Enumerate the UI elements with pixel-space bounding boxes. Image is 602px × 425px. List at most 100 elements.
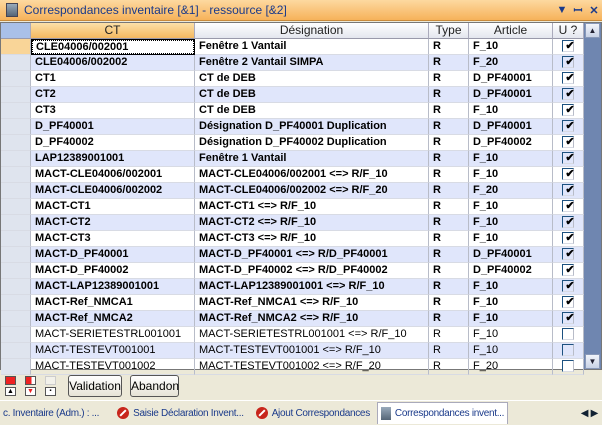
u-checkbox[interactable]: ✔ — [562, 120, 575, 132]
vertical-scrollbar[interactable]: ▲ ▼ — [584, 23, 601, 369]
cell-type[interactable]: R — [429, 231, 469, 247]
row-header[interactable] — [1, 151, 31, 167]
move-up-icon[interactable]: ▲ — [5, 387, 16, 396]
cell-designation[interactable]: Désignation D_PF40002 Duplication — [195, 135, 429, 151]
table-row[interactable]: CT3 CT de DEB R F_10 ✔ — [1, 103, 584, 119]
cell-designation[interactable]: CT de DEB — [195, 87, 429, 103]
cell-designation[interactable]: MACT-SERIETESTRL001001 <=> R/F_10 — [195, 327, 429, 343]
abandon-button[interactable]: Abandon — [130, 375, 179, 397]
table-row[interactable]: MACT-Ref_NMCA2 MACT-Ref_NMCA2 <=> R/F_10 R… — [1, 311, 584, 327]
table-row[interactable]: CLE04006/002002 Fenêtre 2 Vantail SIMPA R F… — [1, 55, 584, 71]
table-row[interactable]: D_PF40002 Désignation D_PF40002 Duplicati… — [1, 135, 584, 151]
cell-u[interactable]: ✔ — [553, 151, 584, 167]
row-header[interactable] — [1, 103, 31, 119]
u-checkbox[interactable]: ✔ — [562, 104, 575, 116]
cell-designation[interactable]: MACT-Ref_NMCA1 <=> R/F_10 — [195, 295, 429, 311]
column-header-article[interactable]: Article — [469, 23, 553, 39]
cell-designation[interactable]: Fenêtre 2 Vantail SIMPA — [195, 55, 429, 71]
cell-article[interactable]: D_PF40002 — [469, 263, 553, 279]
cell-u[interactable]: ✔ — [553, 71, 584, 87]
u-checkbox[interactable] — [562, 328, 574, 340]
cell-type[interactable]: R — [429, 39, 469, 55]
cell-designation[interactable]: MACT-LAP12389001001 <=> R/F_10 — [195, 279, 429, 295]
cell-u[interactable] — [553, 359, 584, 375]
cell-u[interactable]: ✔ — [553, 247, 584, 263]
u-checkbox[interactable]: ✔ — [562, 72, 575, 84]
u-checkbox[interactable]: ✔ — [562, 152, 575, 164]
cell-type[interactable]: R — [429, 183, 469, 199]
move-down-icon[interactable]: ▼ — [25, 387, 36, 396]
cell-article[interactable]: F_20 — [469, 55, 553, 71]
cell-type[interactable]: R — [429, 311, 469, 327]
cell-u[interactable]: ✔ — [553, 199, 584, 215]
cell-ct[interactable]: MACT-Ref_NMCA2 — [31, 311, 195, 327]
cell-ct[interactable]: MACT-D_PF40002 — [31, 263, 195, 279]
cell-type[interactable]: R — [429, 359, 469, 375]
scroll-down-icon[interactable]: ▼ — [585, 354, 600, 369]
u-checkbox[interactable] — [562, 344, 574, 356]
cell-type[interactable]: R — [429, 119, 469, 135]
cell-u[interactable]: ✔ — [553, 55, 584, 71]
cell-designation[interactable]: MACT-CT3 <=> R/F_10 — [195, 231, 429, 247]
u-checkbox[interactable]: ✔ — [562, 216, 575, 228]
cell-type[interactable]: R — [429, 279, 469, 295]
cell-article[interactable]: F_10 — [469, 327, 553, 343]
table-row[interactable]: MACT-CT1 MACT-CT1 <=> R/F_10 R F_10 ✔ — [1, 199, 584, 215]
cell-ct[interactable]: MACT-Ref_NMCA1 — [31, 295, 195, 311]
cell-article[interactable]: D_PF40001 — [469, 247, 553, 263]
cell-type[interactable]: R — [429, 151, 469, 167]
cell-article[interactable]: F_10 — [469, 151, 553, 167]
cell-designation[interactable]: MACT-CT1 <=> R/F_10 — [195, 199, 429, 215]
u-checkbox[interactable]: ✔ — [562, 56, 575, 68]
table-row[interactable]: CT2 CT de DEB R D_PF40001 ✔ — [1, 87, 584, 103]
cell-designation[interactable]: MACT-D_PF40001 <=> R/D_PF40001 — [195, 247, 429, 263]
cell-designation[interactable]: Fenêtre 1 Vantail — [195, 151, 429, 167]
cell-type[interactable]: R — [429, 295, 469, 311]
cell-u[interactable]: ✔ — [553, 167, 584, 183]
u-checkbox[interactable]: ✔ — [562, 312, 575, 324]
column-header-u[interactable]: U ? — [553, 23, 584, 39]
cell-u[interactable]: ✔ — [553, 39, 584, 55]
scroll-up-icon[interactable]: ▲ — [585, 23, 600, 38]
cell-designation[interactable]: Fenêtre 1 Vantail — [195, 39, 429, 55]
delete-row-icon[interactable] — [5, 376, 16, 385]
cell-u[interactable]: ✔ — [553, 183, 584, 199]
cell-type[interactable]: R — [429, 247, 469, 263]
cell-u[interactable] — [553, 327, 584, 343]
tab-scroll-arrows-icon[interactable]: ◀ ▶ — [580, 407, 599, 419]
cell-ct[interactable]: CLE04006/002001 — [31, 39, 195, 55]
table-row[interactable]: MACT-CT3 MACT-CT3 <=> R/F_10 R F_10 ✔ — [1, 231, 584, 247]
cell-type[interactable]: R — [429, 263, 469, 279]
cell-article[interactable]: F_10 — [469, 343, 553, 359]
row-header[interactable] — [1, 87, 31, 103]
cell-u[interactable]: ✔ — [553, 263, 584, 279]
row-header[interactable] — [1, 183, 31, 199]
pin-icon[interactable]: ꟷ — [573, 4, 583, 17]
cell-ct[interactable]: MACT-LAP12389001001 — [31, 279, 195, 295]
row-header[interactable] — [1, 311, 31, 327]
cell-ct[interactable]: MACT-CT2 — [31, 215, 195, 231]
cell-u[interactable]: ✔ — [553, 119, 584, 135]
u-checkbox[interactable]: ✔ — [562, 40, 575, 52]
u-checkbox[interactable]: ✔ — [562, 296, 575, 308]
table-row[interactable]: MACT-TESTEVT001001 MACT-TESTEVT001001 <=>… — [1, 343, 584, 359]
cell-ct[interactable]: D_PF40001 — [31, 119, 195, 135]
cell-ct[interactable]: MACT-D_PF40001 — [31, 247, 195, 263]
cell-ct[interactable]: CT1 — [31, 71, 195, 87]
u-checkbox[interactable]: ✔ — [562, 280, 575, 292]
cell-ct[interactable]: CT3 — [31, 103, 195, 119]
cell-ct[interactable]: D_PF40002 — [31, 135, 195, 151]
table-row[interactable]: MACT-D_PF40002 MACT-D_PF40002 <=> R/D_PF4… — [1, 263, 584, 279]
cell-type[interactable]: R — [429, 343, 469, 359]
u-checkbox[interactable]: ✔ — [562, 264, 575, 276]
u-checkbox[interactable]: ✔ — [562, 88, 575, 100]
cell-designation[interactable]: CT de DEB — [195, 103, 429, 119]
cell-article[interactable]: F_10 — [469, 311, 553, 327]
row-header[interactable] — [1, 215, 31, 231]
row-header[interactable] — [1, 279, 31, 295]
select-all-corner[interactable] — [1, 23, 31, 39]
cell-designation[interactable]: MACT-CLE04006/002002 <=> R/F_20 — [195, 183, 429, 199]
cell-ct[interactable]: CT2 — [31, 87, 195, 103]
cell-u[interactable]: ✔ — [553, 87, 584, 103]
cell-designation[interactable]: CT de DEB — [195, 71, 429, 87]
